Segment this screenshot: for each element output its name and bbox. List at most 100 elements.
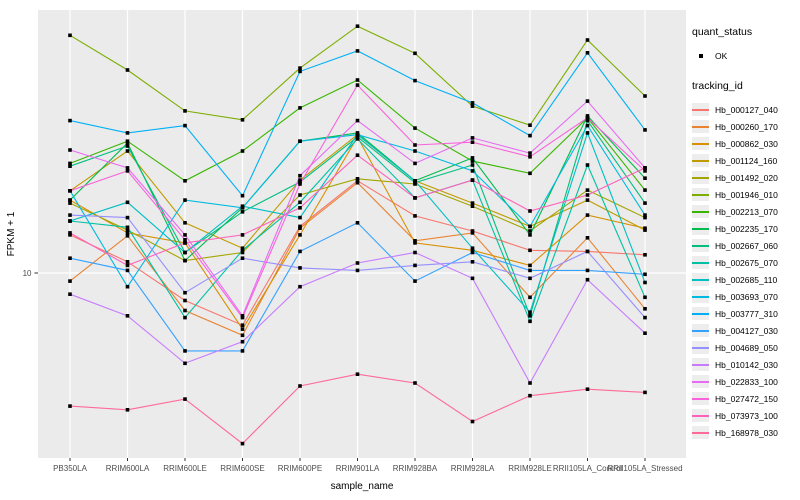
data-point — [643, 128, 647, 132]
data-point — [125, 234, 130, 238]
legend-item-ok: OK — [692, 47, 798, 64]
data-point — [240, 333, 245, 338]
x-axis-title: sample_name — [331, 481, 394, 492]
data-point — [68, 233, 72, 237]
data-point — [585, 131, 590, 135]
data-point — [643, 166, 647, 170]
legend-item-label: Hb_002685_110 — [715, 274, 778, 285]
data-point — [125, 408, 130, 412]
data-point — [68, 256, 72, 260]
data-point — [183, 258, 187, 263]
data-point — [240, 441, 245, 446]
legend-item-label: Hb_000260_170 — [715, 121, 778, 132]
data-point — [585, 51, 590, 55]
data-point — [355, 137, 360, 141]
data-point — [355, 261, 360, 265]
data-point — [413, 179, 417, 183]
legend-item-Hb_022833_100: Hb_022833_100 — [692, 373, 798, 390]
data-point — [125, 169, 130, 173]
data-point — [298, 180, 302, 184]
data-point — [355, 221, 360, 225]
data-point — [413, 241, 417, 245]
data-point — [585, 193, 590, 197]
series-color-key-icon — [692, 409, 709, 422]
data-point — [643, 280, 647, 285]
data-point — [413, 196, 417, 200]
data-point — [470, 248, 475, 253]
data-point — [68, 404, 72, 408]
legend-item-label: Hb_002235_170 — [715, 223, 778, 234]
data-point — [585, 123, 590, 128]
data-point — [68, 198, 72, 202]
legend-item-Hb_004127_030: Hb_004127_030 — [692, 322, 798, 339]
legend-item-Hb_002235_170: Hb_002235_170 — [692, 220, 798, 237]
data-point — [413, 214, 417, 218]
data-point — [585, 268, 590, 273]
data-point — [298, 384, 302, 388]
data-point — [413, 126, 417, 130]
data-point — [470, 260, 475, 264]
data-point — [470, 250, 475, 255]
ok-point-icon — [692, 49, 709, 62]
data-point — [355, 180, 360, 185]
data-point — [125, 200, 130, 205]
legend-item-label: Hb_004689_050 — [715, 342, 778, 353]
data-point — [528, 310, 532, 314]
data-point — [125, 284, 130, 289]
data-point — [183, 198, 187, 202]
data-point — [643, 226, 647, 230]
data-point — [470, 159, 475, 163]
legend-item-Hb_000862_030: Hb_000862_030 — [692, 135, 798, 152]
data-point — [528, 276, 532, 281]
data-point — [470, 246, 475, 250]
data-point — [585, 387, 590, 391]
plot-area: PB350LA RRIM600LA RRIM600LE RRIM600SE RRIM60… — [6, 10, 686, 492]
series-color-key-icon — [692, 222, 709, 235]
data-point — [355, 49, 360, 53]
legend-item-label: Hb_000862_030 — [715, 138, 778, 149]
data-point — [125, 231, 130, 235]
data-point — [298, 139, 302, 143]
legend-item-Hb_004689_050: Hb_004689_050 — [692, 339, 798, 356]
data-point — [240, 246, 245, 250]
data-point — [528, 123, 532, 127]
x-tick-label: RRIM928LE — [508, 464, 552, 473]
data-point — [528, 263, 532, 268]
data-point — [298, 266, 302, 270]
series-color-key-icon — [692, 188, 709, 201]
data-point — [585, 236, 590, 240]
series-color-key-icon — [692, 154, 709, 167]
data-point — [470, 136, 475, 140]
legend-item-label: Hb_001492_020 — [715, 172, 778, 183]
legend-item-label: Hb_002213_070 — [715, 206, 778, 217]
data-point — [413, 161, 417, 166]
data-point — [413, 250, 417, 255]
data-point — [643, 295, 647, 300]
legend-item-Hb_002213_070: Hb_002213_070 — [692, 203, 798, 220]
legend-item-Hb_001492_020: Hb_001492_020 — [692, 169, 798, 186]
legend-item-label: Hb_001946_010 — [715, 189, 778, 200]
data-point — [413, 51, 417, 56]
data-point — [355, 83, 360, 87]
legend-item-Hb_010142_030: Hb_010142_030 — [692, 356, 798, 373]
series-color-key-icon — [692, 273, 709, 286]
data-point — [240, 256, 245, 260]
data-point — [528, 155, 532, 159]
data-point — [470, 178, 475, 182]
series-color-key-icon — [692, 324, 709, 337]
data-point — [183, 109, 187, 113]
data-point — [240, 250, 245, 255]
data-point — [125, 228, 130, 232]
data-point — [528, 248, 532, 253]
x-tick-label: RRII105LA_Stressed — [607, 464, 682, 473]
series-color-key-icon — [692, 137, 709, 150]
data-point — [355, 177, 360, 181]
legend-item-Hb_002675_070: Hb_002675_070 — [692, 254, 798, 271]
data-point — [528, 268, 532, 273]
legend-item-Hb_000260_170: Hb_000260_170 — [692, 118, 798, 135]
data-point — [68, 148, 72, 152]
legend-item-label: Hb_000127_040 — [715, 104, 778, 115]
data-point — [298, 182, 302, 186]
x-tick-label: RRIM928LA — [451, 464, 495, 473]
data-point — [643, 201, 647, 205]
